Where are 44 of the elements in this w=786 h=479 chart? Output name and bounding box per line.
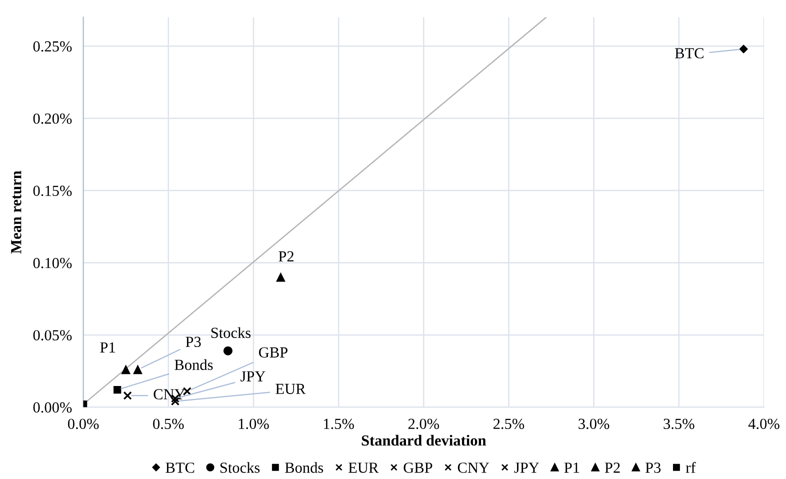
x-tick-label: 1.5% <box>324 418 354 430</box>
y-tick-label: 0.05% <box>33 330 72 340</box>
x-tick-label: 1.0% <box>238 418 269 430</box>
point <box>121 365 130 374</box>
y-tick-label: 0.00% <box>33 402 72 413</box>
x-tick-label: 3.0% <box>578 418 610 430</box>
x-tick-label: 0.5% <box>153 418 184 430</box>
annotation: P2 <box>278 251 294 262</box>
y-tick-label: 0.25% <box>33 41 72 52</box>
annotation: Stocks <box>211 327 251 338</box>
point <box>123 391 132 400</box>
legend-label: Stocks <box>220 462 260 473</box>
legend-label: JPY <box>514 462 540 473</box>
point <box>114 386 122 394</box>
annotation: P3 <box>186 336 201 348</box>
x-tick-label: 3.5% <box>664 418 694 430</box>
legend-label: CNY <box>458 462 490 473</box>
legend-label: P3 <box>645 462 661 473</box>
y-axis-title: Mean return <box>11 170 22 254</box>
y-tick-label: 0.15% <box>33 186 72 196</box>
x-tick-label: 2.5% <box>494 418 524 430</box>
legend-label: P1 <box>564 462 580 473</box>
legend-label: EUR <box>348 462 379 473</box>
annotation: GBP <box>259 347 288 358</box>
legend-label: P2 <box>604 462 620 473</box>
legend-label: BTC <box>166 462 194 473</box>
legend-label: GBP <box>404 462 432 473</box>
annotation: BTC <box>674 48 704 58</box>
annotation: Bonds <box>174 359 213 370</box>
y-tick-label: 0.10% <box>33 258 72 268</box>
annotation: JPY <box>240 371 266 382</box>
x-axis-title: Standard deviation <box>362 434 486 446</box>
point <box>223 346 232 356</box>
point <box>739 44 748 54</box>
x-tick-label: 4.0% <box>748 418 780 430</box>
x-tick-label: 0.0% <box>68 418 99 430</box>
annotation: EUR <box>276 384 306 394</box>
legend-label: Bonds <box>285 462 324 473</box>
annotation: P1 <box>100 342 115 352</box>
point <box>133 365 142 374</box>
x-tick-label: 2.0% <box>408 418 440 430</box>
point <box>276 272 286 282</box>
legend-label: rf <box>686 462 696 473</box>
y-tick-label: 0.20% <box>33 113 72 124</box>
